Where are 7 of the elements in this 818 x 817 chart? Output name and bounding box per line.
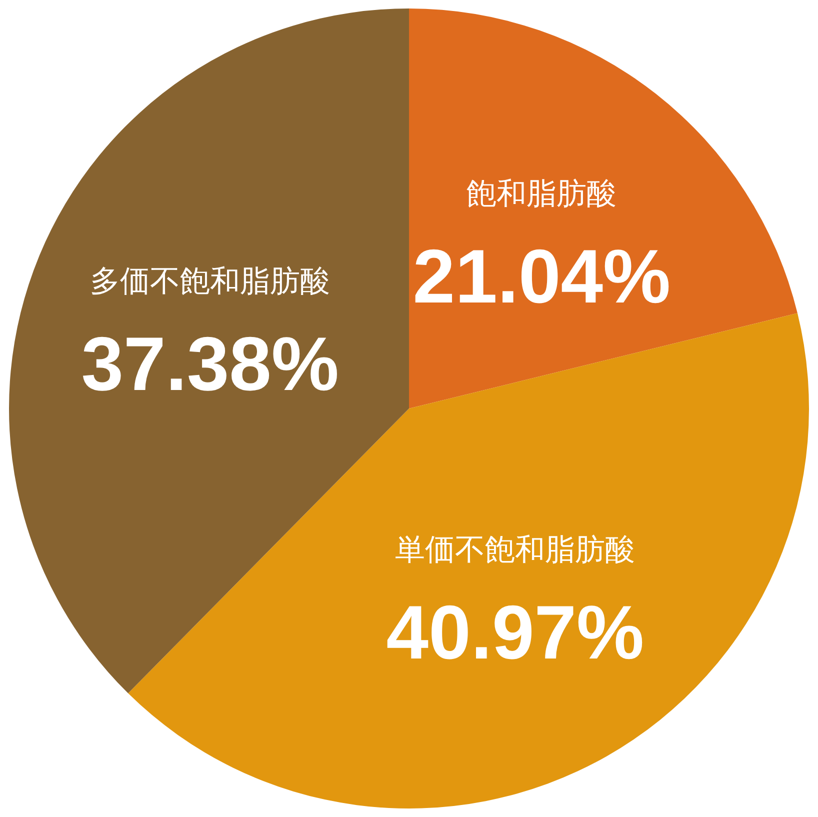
slice-label: 多価不飽和脂肪酸 bbox=[90, 264, 330, 299]
data-label: 21.04% bbox=[412, 234, 671, 320]
pie-slice bbox=[409, 8, 798, 408]
slice-label: 飽和脂肪酸 bbox=[466, 176, 617, 212]
data-label: 40.97% bbox=[386, 590, 644, 676]
slice-label: 単価不飽和脂肪酸 bbox=[395, 532, 636, 568]
data-label: 37.38% bbox=[81, 322, 339, 407]
